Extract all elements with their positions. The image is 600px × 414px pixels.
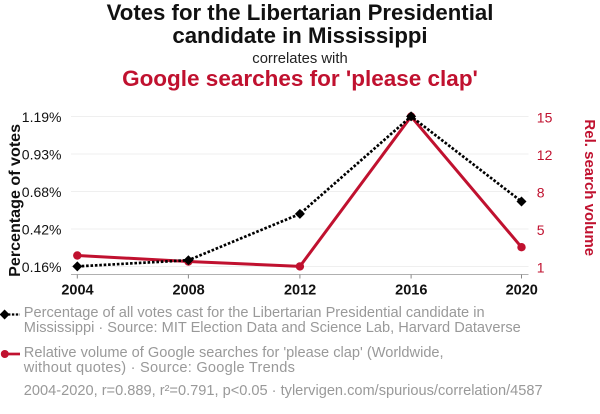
svg-text:2008: 2008: [172, 283, 204, 299]
svg-text:5: 5: [537, 222, 545, 238]
svg-text:2012: 2012: [284, 283, 316, 299]
svg-text:0.68%: 0.68%: [22, 184, 62, 200]
svg-text:1: 1: [537, 259, 545, 275]
svg-text:0.42%: 0.42%: [22, 221, 62, 237]
svg-text:2004: 2004: [61, 283, 93, 299]
svg-text:Percentage of votes: Percentage of votes: [6, 124, 24, 277]
svg-text:0.16%: 0.16%: [22, 259, 62, 275]
svg-text:2016: 2016: [395, 283, 427, 299]
svg-text:8: 8: [537, 184, 545, 200]
svg-text:0.93%: 0.93%: [22, 146, 62, 162]
svg-text:Rel. search volume: Rel. search volume: [581, 119, 598, 256]
svg-text:2020: 2020: [506, 283, 538, 299]
svg-text:15: 15: [537, 109, 553, 125]
svg-text:12: 12: [537, 147, 553, 163]
svg-text:1.19%: 1.19%: [22, 109, 62, 125]
